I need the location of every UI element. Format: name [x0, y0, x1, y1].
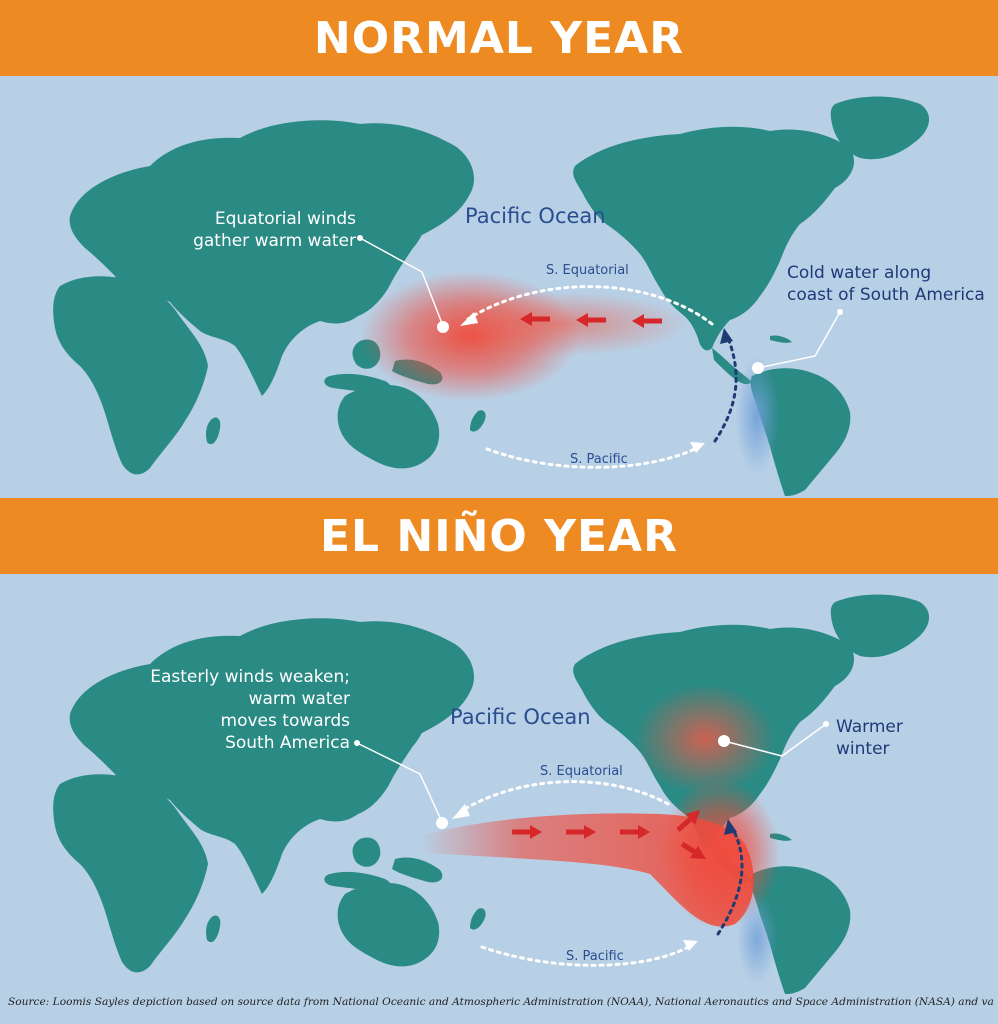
normal-winds-leader [359, 237, 444, 327]
normal-cold-callout: Cold water along coast of South America [787, 262, 992, 306]
elnino-winds-marker [436, 817, 448, 829]
normal-winds-line-2: gather warm water [193, 231, 356, 251]
normal-humboldt-current [713, 336, 738, 443]
elnino-pacific-ocean-label: Pacific Ocean [450, 705, 591, 729]
new-guinea-shape [392, 857, 443, 883]
south-america-shape [750, 866, 851, 994]
normal-winds-line-1: Equatorial winds [214, 209, 356, 229]
source-note: Source: Loomis Sayles depiction based on… [8, 996, 993, 1008]
elnino-winds-dot [354, 740, 360, 746]
elnino-year-title: EL NIÑO YEAR [319, 510, 678, 562]
elnino-warmer-callout: Warmer winter [836, 716, 976, 760]
elnino-wind-arrows [512, 810, 706, 859]
caribbean-shape [770, 335, 792, 343]
elnino-humboldt-current [716, 827, 744, 936]
eurasia-shape [69, 120, 475, 397]
japan-shape [407, 705, 429, 749]
north-america-shape [573, 126, 855, 351]
normal-cold-line-1: Cold water along [787, 263, 932, 283]
normal-cold-line-2: coast of South America [787, 285, 985, 305]
africa-shape [53, 276, 208, 475]
elnino-land [53, 594, 930, 994]
elnino-warmer-dot [823, 721, 829, 727]
elnino-equatorial-arrowhead [452, 804, 470, 819]
greenland-shape [830, 594, 930, 658]
normal-cold-marker [752, 362, 764, 374]
normal-spacific-current [485, 446, 699, 469]
japan-shape [407, 207, 429, 251]
elnino-warm-us [635, 684, 775, 794]
elnino-spacific-current [480, 944, 692, 967]
elnino-year-banner: EL NIÑO YEAR [0, 498, 998, 574]
normal-spacific-label: S. Pacific [570, 452, 628, 467]
normal-year-title: NORMAL YEAR [313, 12, 685, 64]
elnino-warmer-line-1: Warmer [836, 717, 903, 737]
normal-winds-dot [357, 235, 363, 241]
elnino-winds-line-4: South America [225, 733, 350, 753]
elnino-cold-remnant [737, 894, 777, 984]
elnino-spacific-arrowhead [683, 940, 698, 951]
eurasia-shape [69, 618, 475, 894]
elnino-warmer-line-2: winter [836, 739, 890, 759]
elnino-humboldt-arrowhead [724, 819, 737, 835]
normal-pacific-ocean-label: Pacific Ocean [465, 204, 606, 228]
australia-shape [337, 384, 440, 469]
normal-winds-callout: Equatorial winds gather warm water [180, 208, 356, 252]
borneo-shape [352, 837, 381, 867]
africa-shape [53, 774, 208, 973]
elnino-winds-callout: Easterly winds weaken; warm water moves … [140, 666, 350, 754]
normal-humboldt-arrowhead [720, 328, 733, 344]
elnino-year-map: Easterly winds weaken; warm water moves … [0, 574, 998, 994]
normal-warm-tongue [430, 292, 690, 356]
elnino-winds-leader [356, 742, 443, 823]
elnino-warmer-marker [718, 735, 730, 747]
normal-cold-dot [837, 309, 843, 315]
normal-spacific-arrowhead [690, 442, 705, 453]
normal-cold-tongue [735, 356, 779, 476]
elnino-equatorial-current [458, 780, 670, 814]
elnino-equatorial-label: S. Equatorial [540, 764, 623, 779]
normal-year-banner: NORMAL YEAR [0, 0, 998, 76]
elnino-warmer-leader [723, 723, 827, 757]
madagascar-shape [206, 915, 221, 943]
elnino-map-svg [0, 574, 998, 994]
new-zealand-shape [470, 410, 486, 432]
normal-year-map: Equatorial winds gather warm water Pacif… [0, 76, 998, 496]
normal-wind-arrows [520, 312, 662, 328]
normal-equatorial-current [466, 285, 714, 326]
elnino-winds-line-3: moves towards [220, 711, 350, 731]
australia-shape [337, 882, 440, 967]
madagascar-shape [206, 417, 221, 445]
elnino-winds-line-1: Easterly winds weaken; [150, 667, 350, 687]
elnino-spacific-label: S. Pacific [566, 949, 624, 964]
elnino-winds-line-2: warm water [248, 689, 350, 709]
new-zealand-shape [470, 908, 486, 930]
normal-equatorial-arrowhead [460, 312, 478, 326]
normal-winds-marker [437, 321, 449, 333]
normal-cold-leader [757, 311, 841, 369]
normal-equatorial-label: S. Equatorial [546, 263, 629, 278]
normal-map-svg [0, 76, 998, 496]
greenland-shape [830, 96, 930, 160]
